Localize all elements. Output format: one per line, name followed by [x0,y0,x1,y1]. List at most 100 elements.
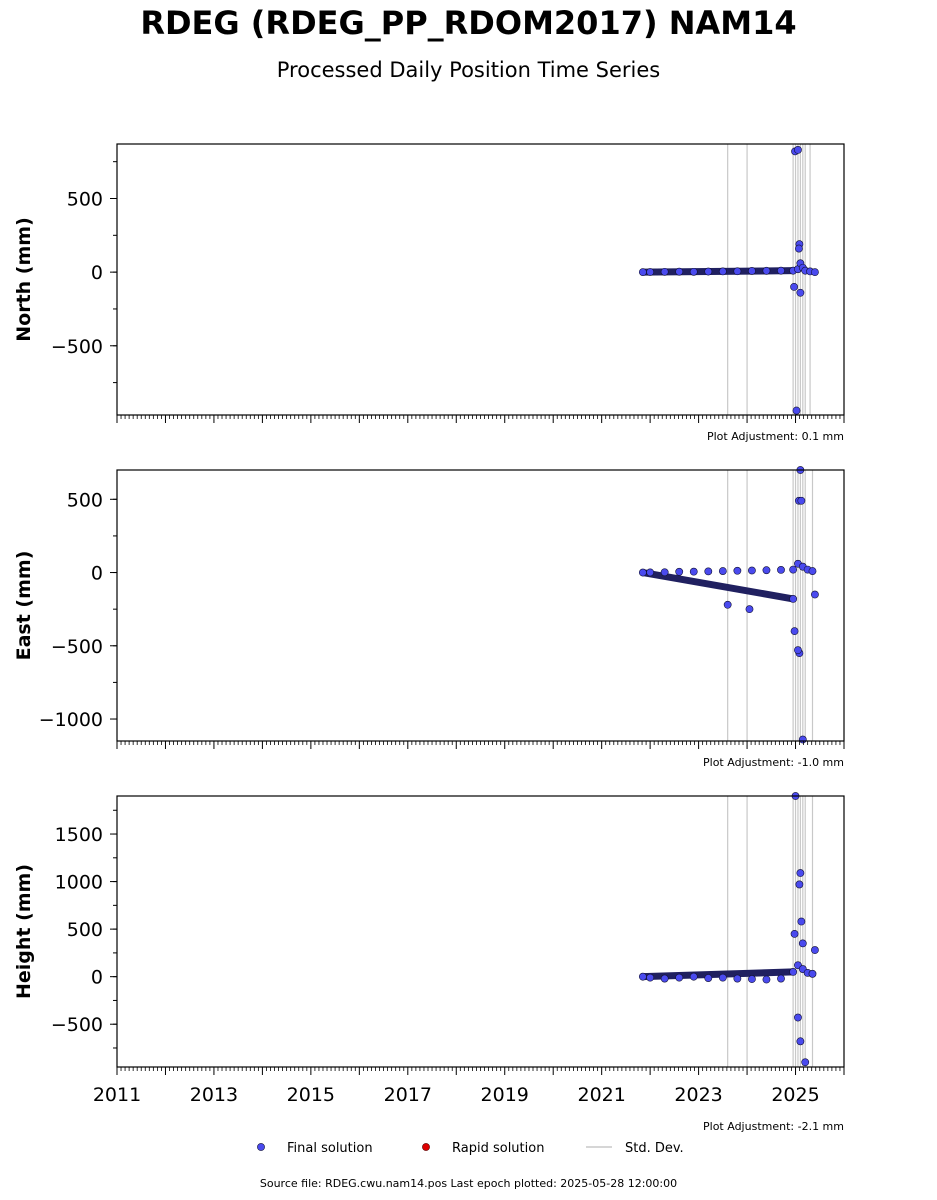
y-axis-label: North (mm) [13,217,35,342]
x-tick-label: 2023 [674,1084,722,1106]
data-point [646,268,655,276]
data-point [796,288,805,297]
data-point [745,605,754,614]
y-tick-label: 1000 [55,872,103,894]
data-point [789,565,798,574]
data-point [790,282,798,291]
data-point [660,974,669,983]
data-point [733,974,742,983]
data-point [811,590,819,599]
chart-subtitle: Processed Daily Position Time Series [276,58,661,82]
legend-std-label: Std. Dev. [625,1141,684,1156]
data-point [789,968,798,976]
x-tick-label: 2019 [481,1084,529,1106]
data-point [704,974,713,982]
data-point [638,568,647,577]
data-point [808,969,817,978]
data-point [789,595,798,603]
legend-rapid-label: Rapid solution [452,1141,544,1156]
y-tick-label: 500 [67,919,103,941]
final-solution-band [639,968,797,981]
data-point [718,267,727,276]
data-point [660,568,669,577]
y-tick-label: −1000 [39,709,103,731]
data-point [798,939,807,948]
data-point [704,567,713,576]
data-point [718,973,727,982]
plot-frame [116,143,845,416]
data-point [777,974,785,983]
data-point [646,568,655,577]
y-tick-label: −500 [51,336,103,358]
data-point [638,268,647,277]
plot-adjustment-note: Plot Adjustment: 0.1 mm [707,430,844,443]
y-tick-label: −500 [51,1014,103,1036]
data-point [777,566,785,574]
data-point [811,946,819,954]
data-point [794,145,802,154]
x-tick-label: 2025 [771,1084,819,1106]
data-point [795,880,804,889]
data-point [718,567,727,575]
data-point [689,567,698,576]
data-point [733,566,742,575]
data-point [733,267,742,276]
data-point [704,267,713,276]
legend-rapid-marker [422,1143,430,1151]
data-point [689,267,698,276]
data-point [675,267,684,276]
chart-title: RDEG (RDEG_PP_RDOM2017) NAM14 [140,4,797,42]
legend: Final solution Rapid solution Std. Dev. [257,1141,684,1156]
data-point [762,266,771,275]
x-tick-label: 2015 [287,1084,335,1106]
y-tick-label: 500 [67,489,103,511]
data-point [748,267,756,275]
data-point [675,973,684,982]
source-footnote: Source file: RDEG.cwu.nam14.pos Last epo… [259,1177,678,1190]
data-point [748,975,756,983]
data-point [808,567,817,575]
x-tick-label: 2011 [93,1084,141,1106]
panel-2: −1000 −500 0 500 East (mm) Plot Adjustment: -… [13,466,845,769]
data-point [660,267,669,276]
data-point [796,1037,805,1046]
data-point [790,627,799,636]
data-point [794,1013,802,1022]
data-point [638,972,647,981]
panel-1: −500 0 500 North (mm) Plot Adjustment: 0.1 m… [13,143,845,443]
plot-frame [116,795,845,1068]
data-point [762,566,771,575]
data-point [795,244,803,253]
data-point [790,929,799,938]
data-point [723,600,732,609]
y-tick-label: 0 [91,563,103,585]
data-point [748,566,756,575]
y-tick-label: 0 [91,262,103,284]
x-tick-label: 2017 [384,1084,432,1106]
legend-final-label: Final solution [287,1141,373,1156]
panel-3: −500 0 500 1000 1500 2011 2013 2015 2017 2019 2021… [13,792,845,1133]
y-axis-label: Height (mm) [13,864,35,999]
data-point [777,266,785,275]
data-point [689,972,698,981]
plot-adjustment-note: Plot Adjustment: -1.0 mm [703,756,844,769]
plot-adjustment-note: Plot Adjustment: -2.1 mm [703,1120,844,1133]
data-point [794,646,802,655]
data-point [811,268,819,277]
x-tick-label: 2021 [577,1084,625,1106]
y-tick-label: 1500 [55,824,103,846]
x-tick-label: 2013 [190,1084,238,1106]
data-point [798,735,807,744]
final-solution-band [639,569,797,603]
data-point [797,917,806,926]
plot-frame [116,469,845,742]
legend-final-marker [257,1143,265,1151]
y-axis-label: East (mm) [13,551,35,661]
data-point [792,406,801,415]
y-tick-label: 500 [67,188,103,210]
data-point [796,869,805,877]
data-point [797,496,806,505]
data-point [762,975,771,984]
y-tick-label: −500 [51,636,103,658]
